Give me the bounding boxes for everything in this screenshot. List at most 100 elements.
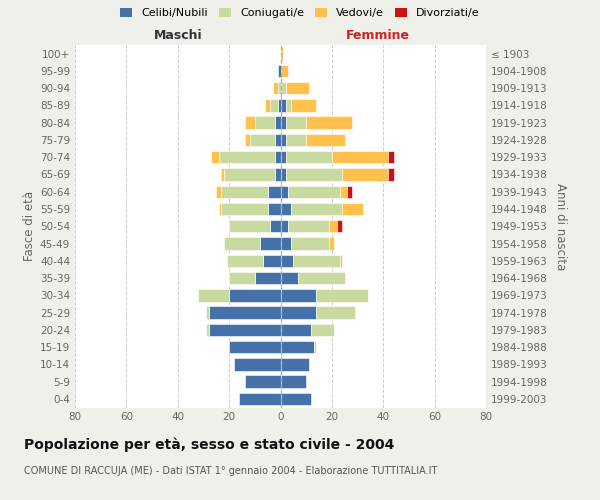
Bar — [342, 168, 388, 180]
Bar — [281, 64, 288, 77]
Bar — [291, 238, 329, 250]
Bar — [311, 324, 334, 336]
Bar — [270, 99, 278, 112]
Bar — [275, 116, 281, 129]
Bar — [275, 168, 281, 180]
Bar — [281, 392, 311, 405]
Bar — [281, 116, 286, 129]
Bar — [293, 254, 340, 267]
Bar — [340, 254, 342, 267]
Bar — [388, 168, 394, 180]
Bar — [229, 289, 281, 302]
Bar — [255, 116, 275, 129]
Bar — [314, 341, 316, 353]
Bar — [288, 186, 340, 198]
Bar — [263, 254, 281, 267]
Bar — [216, 186, 221, 198]
Bar — [316, 306, 355, 319]
Bar — [278, 99, 281, 112]
Bar — [198, 289, 229, 302]
Bar — [281, 48, 283, 60]
Bar — [298, 272, 345, 284]
Bar — [281, 272, 298, 284]
Bar — [206, 306, 209, 319]
Bar — [281, 324, 311, 336]
Bar — [221, 168, 224, 180]
Bar — [286, 151, 332, 164]
Bar — [275, 151, 281, 164]
Bar — [245, 116, 255, 129]
Bar — [281, 220, 288, 232]
Bar — [286, 168, 342, 180]
Bar — [281, 134, 286, 146]
Bar — [281, 186, 288, 198]
Bar — [219, 203, 221, 215]
Bar — [260, 238, 281, 250]
Bar — [291, 99, 316, 112]
Bar — [281, 151, 286, 164]
Bar — [329, 238, 334, 250]
Bar — [278, 64, 281, 77]
Bar — [281, 289, 316, 302]
Bar — [281, 376, 306, 388]
Bar — [275, 134, 281, 146]
Bar — [221, 203, 268, 215]
Bar — [211, 151, 219, 164]
Text: Maschi: Maschi — [154, 28, 202, 42]
Bar — [281, 168, 286, 180]
Bar — [286, 82, 309, 94]
Bar — [209, 306, 281, 319]
Bar — [281, 358, 309, 370]
Bar — [332, 151, 388, 164]
Text: Femmine: Femmine — [346, 28, 410, 42]
Bar — [224, 238, 260, 250]
Bar — [229, 341, 281, 353]
Bar — [229, 272, 255, 284]
Bar — [337, 220, 342, 232]
Bar — [342, 203, 363, 215]
Text: COMUNE DI RACCUJA (ME) - Dati ISTAT 1° gennaio 2004 - Elaborazione TUTTITALIA.IT: COMUNE DI RACCUJA (ME) - Dati ISTAT 1° g… — [24, 466, 437, 476]
Bar — [268, 186, 281, 198]
Bar — [288, 220, 329, 232]
Bar — [209, 324, 281, 336]
Text: Popolazione per età, sesso e stato civile - 2004: Popolazione per età, sesso e stato civil… — [24, 438, 394, 452]
Bar — [224, 168, 275, 180]
Bar — [265, 99, 270, 112]
Bar — [270, 220, 281, 232]
Bar — [329, 220, 337, 232]
Bar — [347, 186, 352, 198]
Bar — [255, 272, 281, 284]
Legend: Celibi/Nubili, Coniugati/e, Vedovi/e, Divorziati/e: Celibi/Nubili, Coniugati/e, Vedovi/e, Di… — [116, 3, 484, 22]
Bar — [291, 203, 342, 215]
Bar — [306, 116, 352, 129]
Bar — [281, 306, 316, 319]
Bar — [219, 151, 275, 164]
Bar — [245, 376, 281, 388]
Bar — [316, 289, 368, 302]
Bar — [281, 99, 286, 112]
Bar — [250, 134, 275, 146]
Bar — [278, 82, 281, 94]
Bar — [229, 220, 270, 232]
Bar — [281, 341, 314, 353]
Bar — [286, 116, 306, 129]
Bar — [227, 254, 263, 267]
Bar — [245, 134, 250, 146]
Bar — [206, 324, 209, 336]
Y-axis label: Fasce di età: Fasce di età — [23, 191, 36, 262]
Bar — [281, 238, 291, 250]
Bar — [234, 358, 281, 370]
Bar — [286, 99, 291, 112]
Bar — [281, 203, 291, 215]
Bar — [281, 254, 293, 267]
Y-axis label: Anni di nascita: Anni di nascita — [554, 182, 567, 270]
Bar — [239, 392, 281, 405]
Bar — [286, 134, 306, 146]
Bar — [281, 82, 286, 94]
Bar — [221, 186, 268, 198]
Bar — [268, 203, 281, 215]
Bar — [340, 186, 347, 198]
Bar — [306, 134, 345, 146]
Bar — [273, 82, 278, 94]
Bar — [388, 151, 394, 164]
